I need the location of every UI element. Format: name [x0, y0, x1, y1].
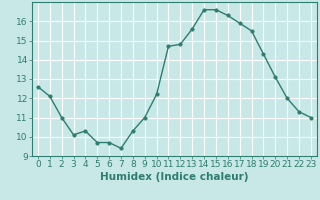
X-axis label: Humidex (Indice chaleur): Humidex (Indice chaleur): [100, 172, 249, 182]
